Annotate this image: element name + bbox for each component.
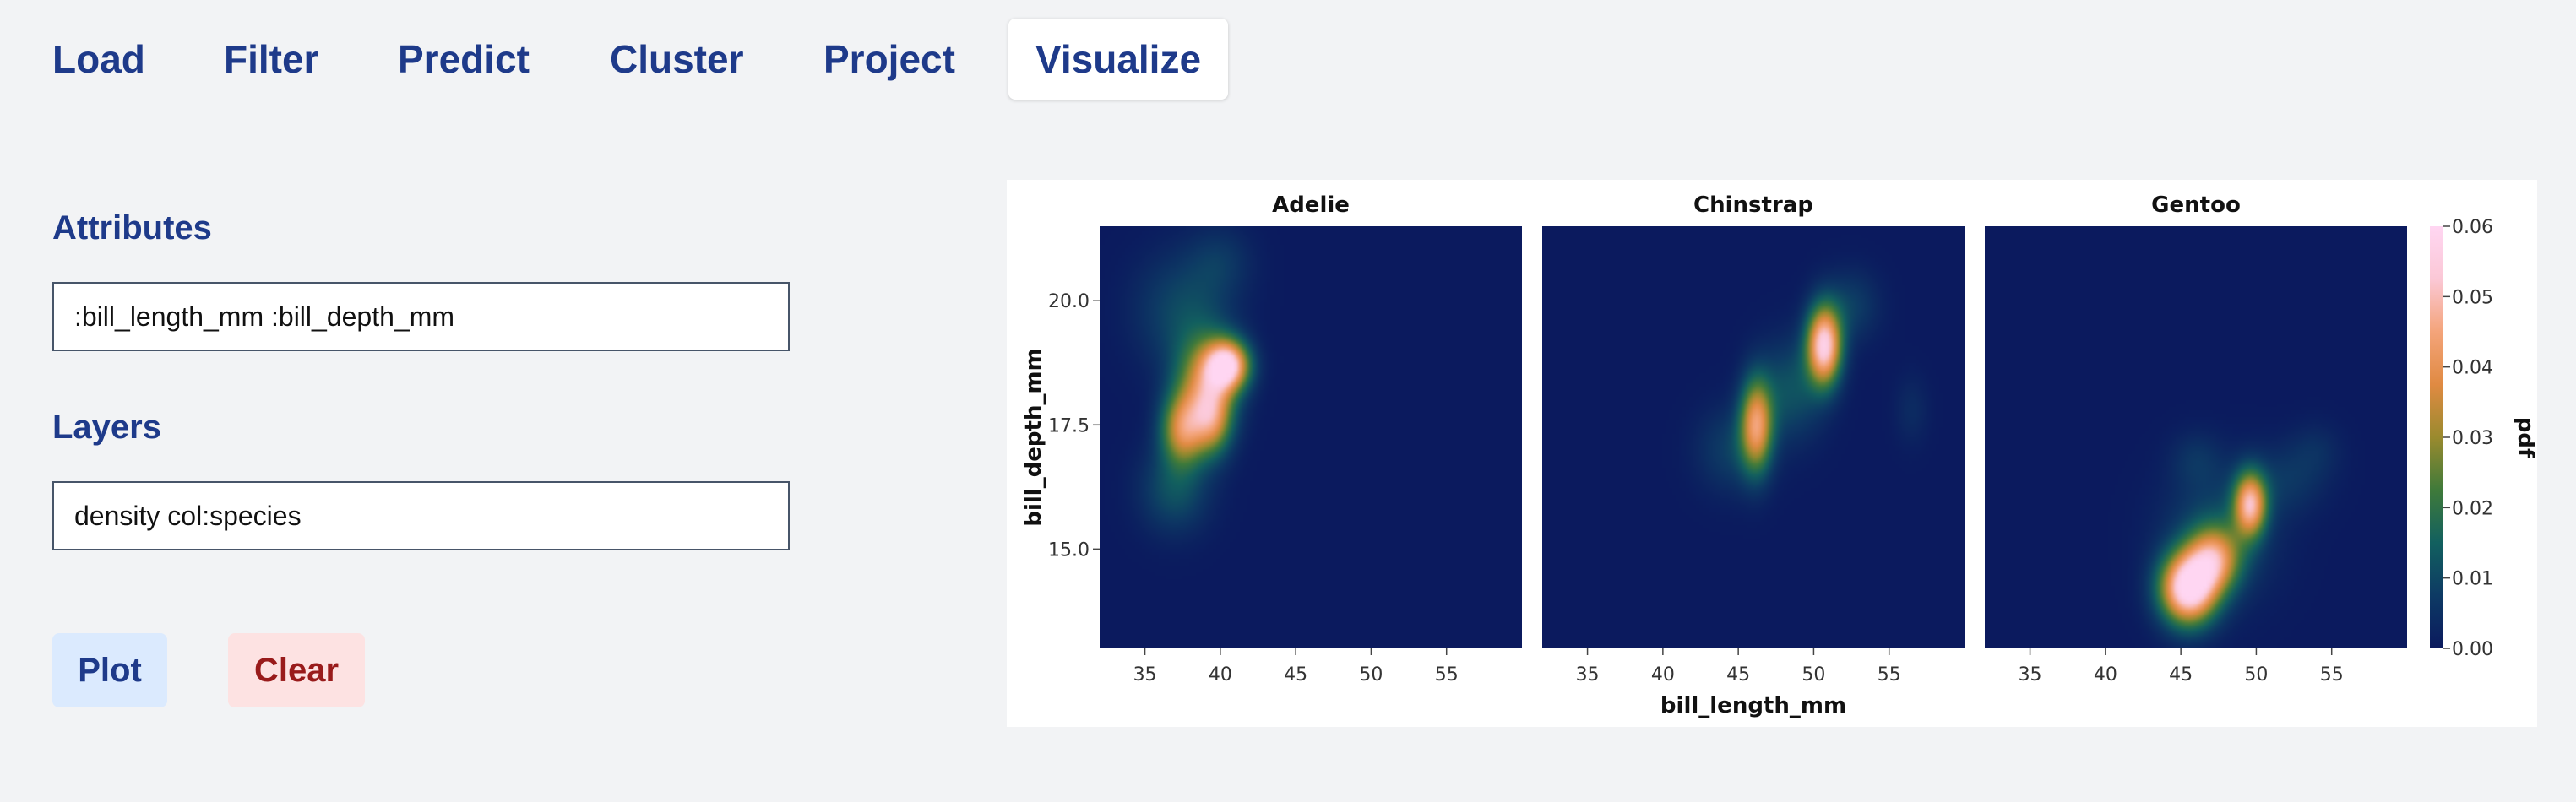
x-tick-label: 40	[1651, 664, 1675, 685]
top-nav: Load Filter Predict Cluster Project Visu…	[0, 0, 2576, 110]
facet-title: Chinstrap	[1693, 192, 1813, 218]
x-tick-label: 40	[2094, 664, 2117, 685]
tab-filter[interactable]: Filter	[224, 37, 319, 81]
colorbar-tick-label: 0.05	[2452, 287, 2493, 308]
x-tick-label: 55	[1878, 664, 1901, 685]
x-tick-label: 45	[1284, 664, 1307, 685]
y-tick-label: 15.0	[1048, 539, 1090, 561]
x-tick-label: 55	[2320, 664, 2344, 685]
y-tick-label: 17.5	[1048, 415, 1090, 436]
x-tick-label: 35	[1576, 664, 1600, 685]
colorbar-tick-label: 0.03	[2452, 428, 2493, 449]
tab-cluster[interactable]: Cluster	[610, 37, 744, 81]
x-tick-label: 50	[2244, 664, 2268, 685]
facet-title: Gentoo	[2151, 192, 2241, 218]
colorbar-label: pdf	[2513, 417, 2537, 458]
attributes-input[interactable]	[52, 282, 790, 351]
density-chart: Adelie 35 40 45 50 55 Chinstrap 35 40 45 50 55 Gento…	[1021, 192, 2538, 718]
x-tick-label: 50	[1802, 664, 1825, 685]
x-tick-label: 35	[2019, 664, 2042, 685]
layers-label: Layers	[52, 409, 161, 446]
tab-project[interactable]: Project	[823, 37, 955, 81]
facet-heatmap-adelie	[1100, 226, 1522, 648]
tab-predict[interactable]: Predict	[398, 37, 530, 81]
facet-title: Adelie	[1272, 192, 1350, 218]
layers-input[interactable]	[52, 481, 790, 550]
x-tick-label: 50	[1359, 664, 1383, 685]
colorbar-tick-label: 0.02	[2452, 498, 2493, 519]
x-tick-label: 40	[1209, 664, 1232, 685]
colorbar-tick-label: 0.04	[2452, 358, 2493, 379]
attributes-label: Attributes	[52, 209, 212, 247]
y-tick-label: 20.0	[1048, 291, 1090, 312]
colorbar-tick-label: 0.01	[2452, 569, 2493, 590]
colorbar-tick-label: 0.00	[2452, 639, 2493, 660]
clear-button[interactable]: Clear	[228, 633, 365, 707]
facet-heatmap-chinstrap	[1542, 226, 1965, 648]
colorbar	[2430, 226, 2443, 648]
facet-heatmap-gentoo	[1985, 226, 2407, 648]
x-axis-label: bill_length_mm	[1660, 693, 1846, 718]
x-tick-label: 45	[1726, 664, 1750, 685]
x-tick-label: 45	[2169, 664, 2193, 685]
x-tick-label: 35	[1133, 664, 1157, 685]
colorbar-tick-label: 0.06	[2452, 217, 2493, 238]
tab-visualize[interactable]: Visualize	[1008, 19, 1229, 100]
plot-area: Adelie 35 40 45 50 55 Chinstrap 35 40 45 50 55 Gento…	[1007, 180, 2538, 727]
tab-load[interactable]: Load	[52, 37, 145, 81]
plot-button[interactable]: Plot	[52, 633, 167, 707]
x-tick-label: 55	[1435, 664, 1459, 685]
y-axis-label: bill_depth_mm	[1021, 348, 1046, 526]
